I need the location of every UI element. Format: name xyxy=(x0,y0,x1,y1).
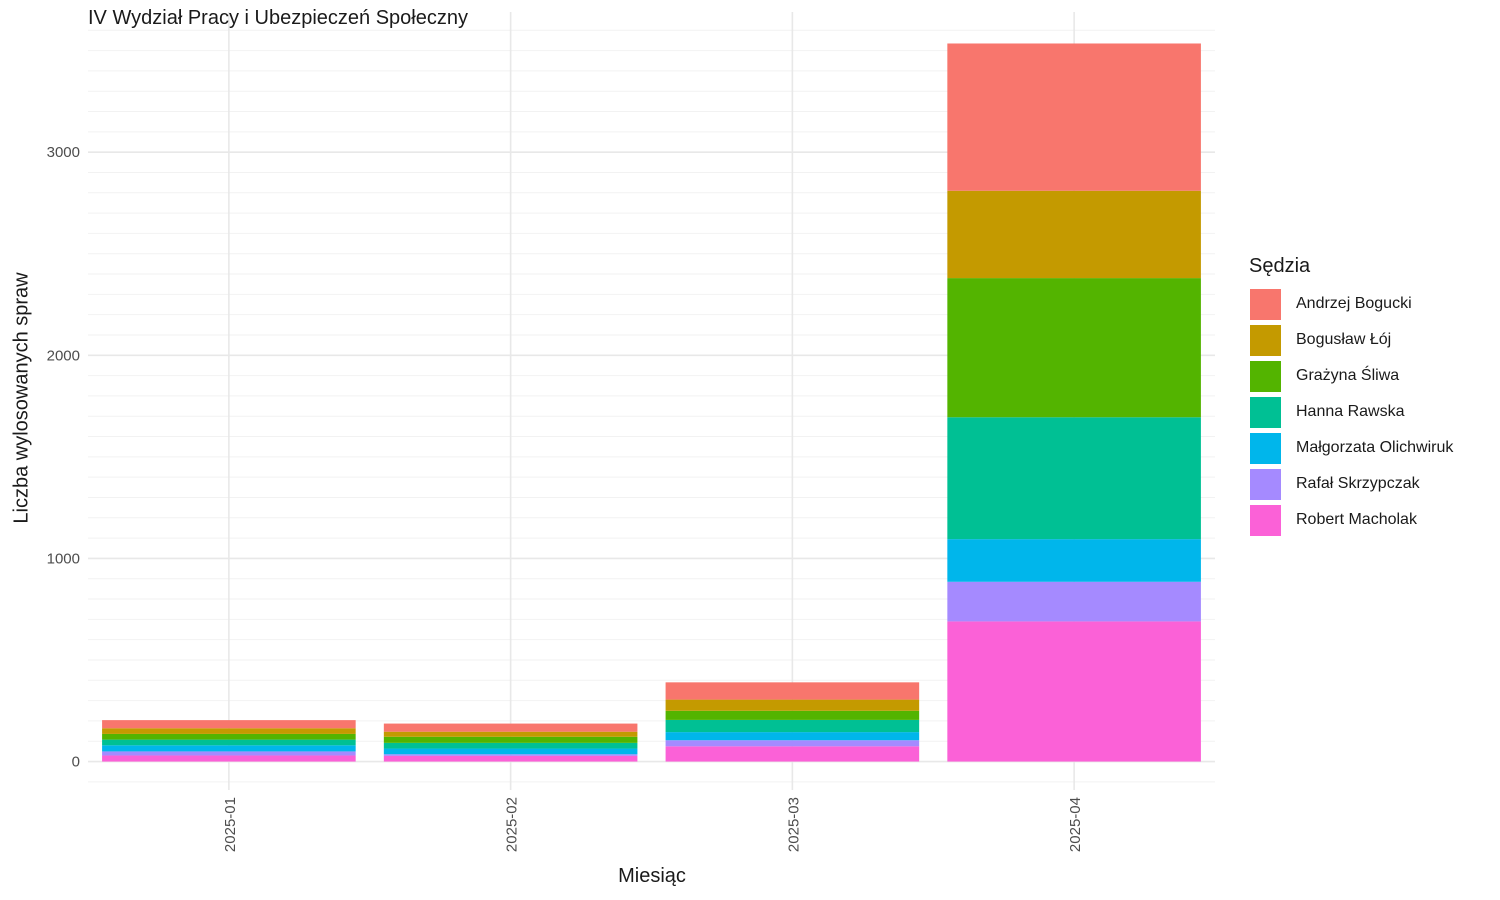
bar-stacks xyxy=(102,43,1201,762)
legend-item: Małgorzata Olichwiruk xyxy=(1249,430,1453,466)
legend-label: Bogusław Łój xyxy=(1296,331,1392,348)
y-tick-label: 3000 xyxy=(47,144,80,161)
legend-item: Hanna Rawska xyxy=(1249,394,1453,430)
bar-segment xyxy=(383,731,638,737)
legend-items: Andrzej Bogucki Bogusław Łój Grażyna Śliwa… xyxy=(1249,286,1453,538)
bar-segment xyxy=(665,710,920,720)
legend-label: Małgorzata Olichwiruk xyxy=(1296,439,1454,456)
legend-key-swatch xyxy=(1249,359,1282,393)
legend: Sędzia Andrzej Bogucki Bogusław Łój Grażyn… xyxy=(1249,255,1453,538)
y-tick-label: 0 xyxy=(72,754,80,771)
bar-segment xyxy=(665,699,920,711)
bar-segment xyxy=(665,746,920,762)
bar-stack-2025-04 xyxy=(947,43,1201,762)
legend-key-swatch xyxy=(1249,395,1282,429)
x-tick-label: 2025-01 xyxy=(222,797,239,852)
legend-label: Grażyna Śliwa xyxy=(1296,367,1400,384)
bar-segment xyxy=(102,733,356,740)
bar-segment xyxy=(102,755,356,762)
bar-segment xyxy=(102,745,356,752)
bar-segment xyxy=(665,732,920,741)
bar-stack-2025-03 xyxy=(665,682,920,762)
legend-key-swatch xyxy=(1249,323,1282,357)
legend-label: Hanna Rawska xyxy=(1296,403,1405,420)
legend-item: Andrzej Bogucki xyxy=(1249,286,1453,322)
x-tick-label: 2025-02 xyxy=(504,797,521,852)
bar-stack-2025-01 xyxy=(102,720,356,762)
bar-segment xyxy=(383,754,638,756)
bar-segment xyxy=(383,742,638,749)
bar-segment xyxy=(665,740,920,747)
x-tick-label: 2025-04 xyxy=(1067,797,1084,852)
bar-segment xyxy=(102,720,356,729)
legend-item: Rafał Skrzypczak xyxy=(1249,466,1453,502)
chart-title: IV Wydział Pracy i Ubezpieczeń Społeczny xyxy=(88,7,468,29)
y-tick-label: 2000 xyxy=(47,347,80,364)
legend-key-swatch xyxy=(1249,431,1282,465)
legend-item: Robert Macholak xyxy=(1249,502,1453,538)
bar-segment xyxy=(383,748,638,755)
legend-title: Sędzia xyxy=(1249,255,1311,277)
bar-stack-2025-02 xyxy=(383,723,638,762)
legend-key-swatch xyxy=(1249,503,1282,537)
bar-segment xyxy=(102,751,356,756)
bar-segment xyxy=(947,581,1201,622)
bar-segment xyxy=(665,719,920,733)
y-axis-title: Liczba wylosowanych spraw xyxy=(10,272,33,524)
y-tick-label: 1000 xyxy=(47,550,80,567)
legend-label: Robert Macholak xyxy=(1296,511,1417,528)
x-tick-label: 2025-03 xyxy=(785,797,802,852)
bar-segment xyxy=(947,621,1201,762)
bar-segment xyxy=(947,190,1201,279)
bar-segment xyxy=(947,278,1201,418)
legend-key-swatch xyxy=(1249,467,1282,501)
legend-key-swatch xyxy=(1249,287,1282,321)
bar-segment xyxy=(947,43,1201,191)
bar-segment xyxy=(102,728,356,734)
bar-segment xyxy=(947,417,1201,540)
legend-item: Grażyna Śliwa xyxy=(1249,358,1453,394)
legend-item: Bogusław Łój xyxy=(1249,322,1453,358)
bar-segment xyxy=(383,755,638,762)
bar-segment xyxy=(102,739,356,746)
bar-segment xyxy=(383,736,638,743)
x-axis-title-text: Miesiąc xyxy=(618,865,686,887)
bar-segment xyxy=(383,723,638,732)
bar-segment xyxy=(947,539,1201,582)
bar-segment xyxy=(665,682,920,700)
legend-label: Rafał Skrzypczak xyxy=(1296,475,1420,492)
axis-ticks: 0 1000 2000 3000 2025-01 2025-02 2025-03 2025-0… xyxy=(47,144,1085,852)
legend-label: Andrzej Bogucki xyxy=(1296,295,1412,312)
